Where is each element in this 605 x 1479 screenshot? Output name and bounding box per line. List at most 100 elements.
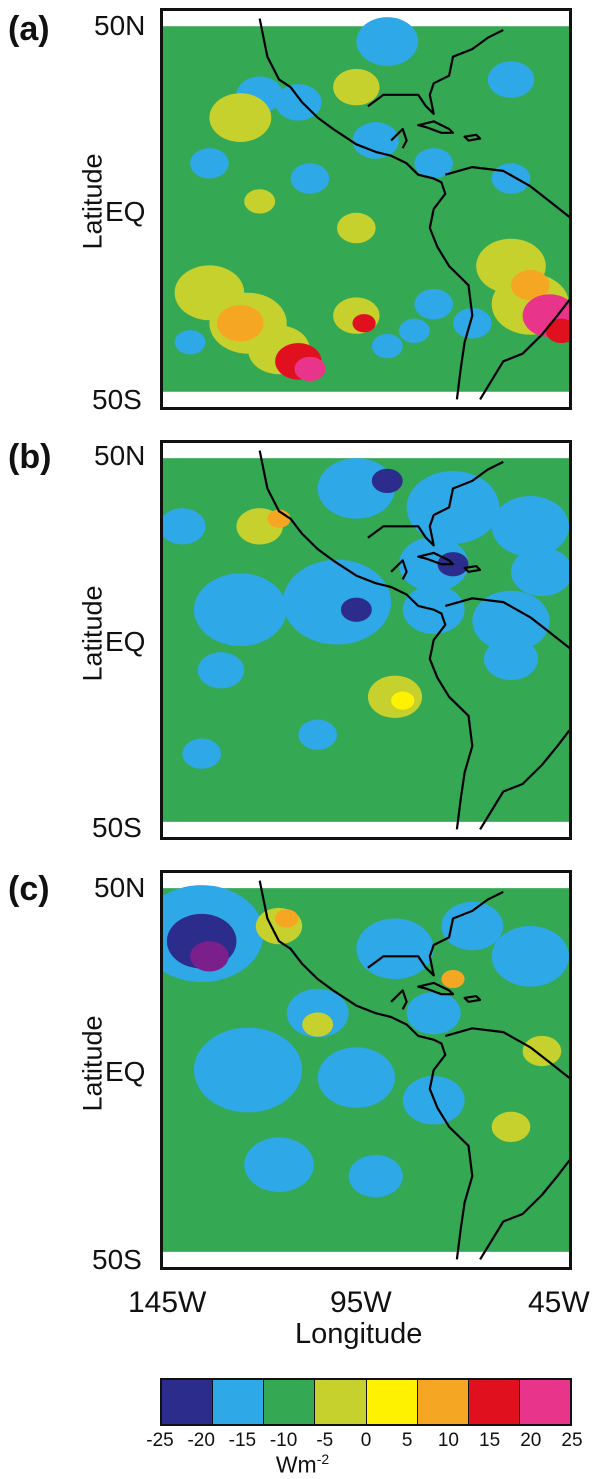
colorbar-cell-7 <box>519 1380 570 1424</box>
colorbar-tick: -10 <box>269 1430 298 1451</box>
coastline-cuba <box>417 551 455 566</box>
lon-tick-95w: 95W <box>330 1286 392 1319</box>
field-anomaly <box>356 918 434 980</box>
coastline-gulf-atlantic <box>367 890 504 977</box>
field-anomaly <box>190 941 229 972</box>
field-anomaly <box>545 318 569 344</box>
coastline-yucatan <box>390 127 408 149</box>
panel-a-ylabel: Latitude <box>77 153 108 250</box>
panel-b-label: (b) <box>8 438 52 476</box>
field-anomaly <box>491 1111 531 1142</box>
panel-c-lat-50n: 50N <box>94 872 146 903</box>
field-anomaly <box>352 122 399 159</box>
x-axis-label: Longitude <box>295 1318 423 1350</box>
field-anomaly <box>209 93 272 142</box>
field-anomaly <box>487 61 535 98</box>
colorbar-units: Wm-2 <box>0 1452 605 1477</box>
coastline-pacific <box>258 18 474 400</box>
panel-c-field <box>163 880 569 1260</box>
field-anomaly <box>441 969 465 989</box>
field-anomaly <box>190 148 229 179</box>
colorbar-tick: -15 <box>228 1430 257 1451</box>
panel-b-lat-50n: 50N <box>94 440 146 471</box>
coastline-pacific <box>258 880 474 1260</box>
colorbar-tick: -5 <box>316 1430 334 1451</box>
field-anomaly <box>406 991 461 1035</box>
panel-b-ylabel: Latitude <box>77 585 108 682</box>
coastline-pacific <box>258 450 474 830</box>
colorbar-cell-1 <box>213 1380 265 1424</box>
panel-b-lat-50s: 50S <box>92 812 142 843</box>
field-anomaly <box>491 496 569 557</box>
field-anomaly <box>453 308 492 339</box>
panel-a-lat-eq: EQ <box>105 196 146 227</box>
units-base: Wm <box>275 1451 317 1478</box>
coastline-gulf-atlantic <box>367 29 504 115</box>
field-anomaly <box>371 468 403 494</box>
coastline-yucatan <box>390 559 408 580</box>
field-anomaly <box>197 652 245 689</box>
colorbar-tick: -20 <box>187 1430 215 1451</box>
field-anomaly <box>406 471 500 544</box>
field-anomaly <box>522 1035 562 1067</box>
colorbar-tick: 0 <box>360 1430 372 1451</box>
panel-c-lat-50s: 50S <box>92 1244 142 1275</box>
colorbar-cell-6 <box>468 1380 520 1424</box>
colorbar-cell-2 <box>264 1380 316 1424</box>
field-anomaly <box>333 68 380 106</box>
coastline-cuba <box>417 120 455 134</box>
field-anomaly <box>174 330 206 355</box>
field-anomaly <box>193 1027 303 1113</box>
field-anomaly <box>398 536 469 592</box>
panel-a-label: (a) <box>8 10 50 48</box>
colorbar-cell-3 <box>315 1380 367 1424</box>
field-anomaly <box>182 738 221 769</box>
field-anomaly <box>298 719 337 750</box>
field-anomaly <box>491 926 569 987</box>
field-anomaly <box>414 288 453 320</box>
panel-a-field <box>163 17 569 400</box>
field-anomaly <box>217 304 264 342</box>
field-anomaly <box>340 597 372 622</box>
colorbar <box>160 1378 572 1426</box>
field-anomaly <box>282 559 392 645</box>
field-anomaly <box>244 1137 314 1192</box>
coastline-gulf-atlantic <box>367 460 504 547</box>
units-exponent: -2 <box>316 1451 330 1467</box>
field-anomaly <box>294 356 326 382</box>
field-anomaly <box>414 148 453 179</box>
coastline-cuba <box>417 981 455 996</box>
field-anomaly <box>337 212 376 244</box>
panel-c-ylabel: Latitude <box>77 1015 108 1112</box>
colorbar-cell-0 <box>162 1380 214 1424</box>
lon-tick-145w: 145W <box>128 1286 207 1319</box>
coastline-island <box>463 994 482 1003</box>
field-anomaly <box>371 333 403 359</box>
colorbar-tick: 5 <box>401 1430 413 1451</box>
coastline-south-america-east <box>445 597 569 830</box>
field-anomaly <box>391 691 415 710</box>
field-anomaly <box>398 318 430 344</box>
panel-c-lat-eq: EQ <box>105 1056 146 1087</box>
panel-c-map <box>160 870 572 1270</box>
field-anomaly <box>317 1047 395 1108</box>
field-anomaly <box>511 547 569 597</box>
coastline-yucatan <box>390 989 408 1010</box>
panel-b-map <box>160 440 572 840</box>
panel-a-map <box>160 8 572 410</box>
colorbar-cell-4 <box>366 1380 418 1424</box>
coastline-island <box>463 133 482 142</box>
field-anomaly <box>356 17 419 66</box>
colorbar-tick: 10 <box>437 1430 459 1451</box>
field-anomaly <box>441 901 504 951</box>
field-anomaly <box>275 909 299 928</box>
field-anomaly <box>290 163 330 194</box>
field-anomaly <box>472 590 550 652</box>
colorbar-tick: -25 <box>146 1430 174 1451</box>
field-anomaly <box>511 269 550 301</box>
field-anomaly <box>244 189 276 214</box>
panel-c-label: (c) <box>8 870 50 908</box>
panel-b-lat-eq: EQ <box>105 626 146 657</box>
field-anomaly <box>193 573 287 647</box>
panel-a-lat-50s: 50S <box>92 384 142 415</box>
